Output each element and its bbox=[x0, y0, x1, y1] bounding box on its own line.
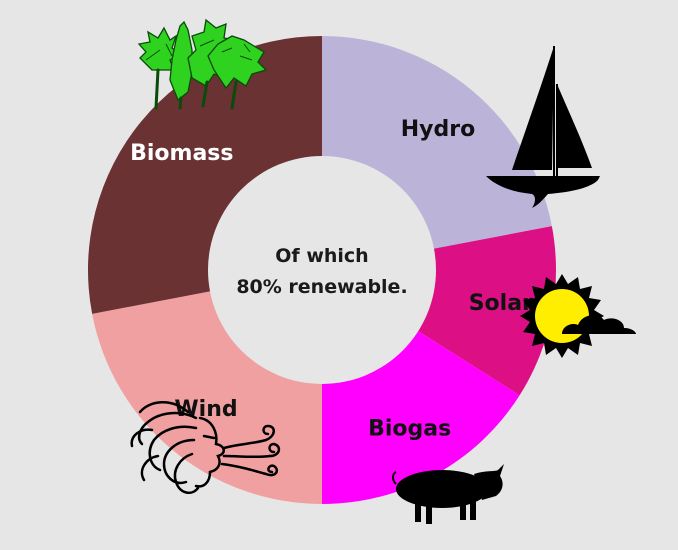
slice-label-solar: Solar bbox=[469, 291, 533, 316]
donut-hole bbox=[208, 156, 436, 384]
sun-cloud-icon bbox=[520, 274, 636, 358]
slice-label-biomass: Biomass bbox=[130, 141, 233, 166]
slice-label-biogas: Biogas bbox=[368, 417, 451, 442]
center-text-line-2: 80% renewable. bbox=[236, 276, 407, 298]
pig-icon bbox=[392, 464, 504, 524]
slice-label-hydro: Hydro bbox=[401, 117, 475, 142]
sailboat-icon bbox=[486, 46, 600, 208]
wind-face-icon bbox=[130, 401, 281, 495]
center-text-line-1: Of which bbox=[275, 245, 368, 267]
trees-icon bbox=[137, 18, 268, 110]
